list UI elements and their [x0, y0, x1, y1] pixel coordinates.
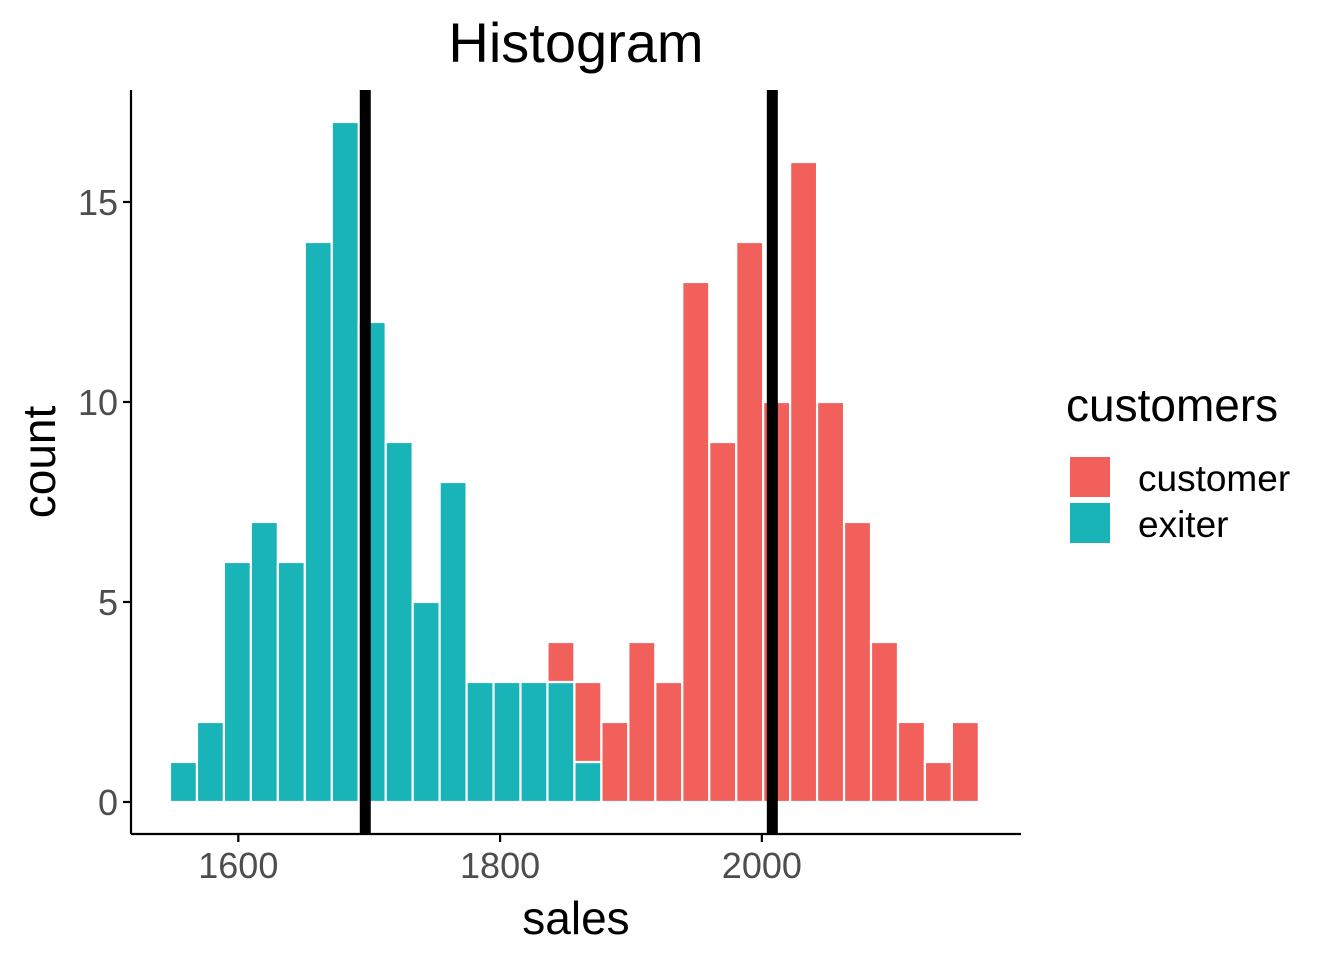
legend: customers customer exiter — [1066, 379, 1290, 545]
bar-customer-26 — [869, 640, 900, 804]
bar-exiter-3 — [249, 520, 279, 804]
y-tick-label: 0 — [98, 782, 118, 823]
legend-title: customers — [1066, 379, 1278, 431]
bar-customer-16 — [600, 720, 630, 804]
y-tick-label: 15 — [78, 182, 118, 223]
bars-layer — [168, 120, 980, 804]
bar-customer-24 — [815, 400, 846, 804]
x-axis-title: sales — [522, 892, 629, 944]
reference-lines — [359, 90, 778, 834]
bar-exiter-6 — [330, 120, 360, 804]
bar-customer-18 — [654, 680, 684, 804]
legend-key-exiter — [1070, 503, 1110, 543]
bar-customer-21 — [735, 240, 765, 804]
bar-customer-17 — [627, 640, 657, 804]
bar-customer-23 — [789, 160, 819, 804]
y-axis-ticks: 0 5 10 15 — [78, 182, 131, 823]
bar-customer-28 — [923, 760, 953, 804]
legend-label-customer: customer — [1138, 458, 1290, 499]
x-axis-ticks: 1600 1800 2000 — [198, 834, 802, 886]
bar-exiter-13 — [519, 680, 549, 804]
bar-customer-29 — [950, 720, 980, 804]
bar-exiter-14 — [546, 680, 576, 804]
bar-customer-20 — [708, 440, 738, 804]
bar-exiter-11 — [465, 680, 495, 804]
bar-customer-25 — [842, 520, 873, 804]
bar-exiter-1 — [195, 720, 226, 804]
bar-exiter-0 — [168, 760, 199, 804]
y-tick-label: 10 — [78, 382, 118, 423]
legend-label-exiter: exiter — [1138, 504, 1228, 545]
bar-exiter-15 — [573, 760, 603, 804]
y-axis-title: count — [13, 406, 65, 519]
bar-exiter-5 — [303, 240, 333, 804]
bar-customer-19 — [681, 280, 711, 804]
x-tick-label: 1800 — [460, 845, 540, 886]
x-tick-label: 2000 — [722, 845, 802, 886]
bar-customer-27 — [896, 720, 927, 804]
chart-title: Histogram — [448, 11, 703, 74]
bar-customer-15 — [573, 680, 603, 764]
bar-exiter-4 — [276, 560, 306, 804]
bar-exiter-2 — [222, 560, 252, 804]
bar-customer-14 — [546, 640, 576, 684]
bar-exiter-10 — [438, 480, 468, 804]
x-tick-label: 1600 — [198, 845, 278, 886]
legend-key-customer — [1070, 457, 1110, 497]
legend-items: customer exiter — [1070, 457, 1290, 545]
bar-exiter-12 — [492, 680, 522, 804]
bar-exiter-9 — [411, 600, 441, 804]
y-tick-label: 5 — [98, 582, 118, 623]
bar-exiter-8 — [384, 440, 414, 804]
